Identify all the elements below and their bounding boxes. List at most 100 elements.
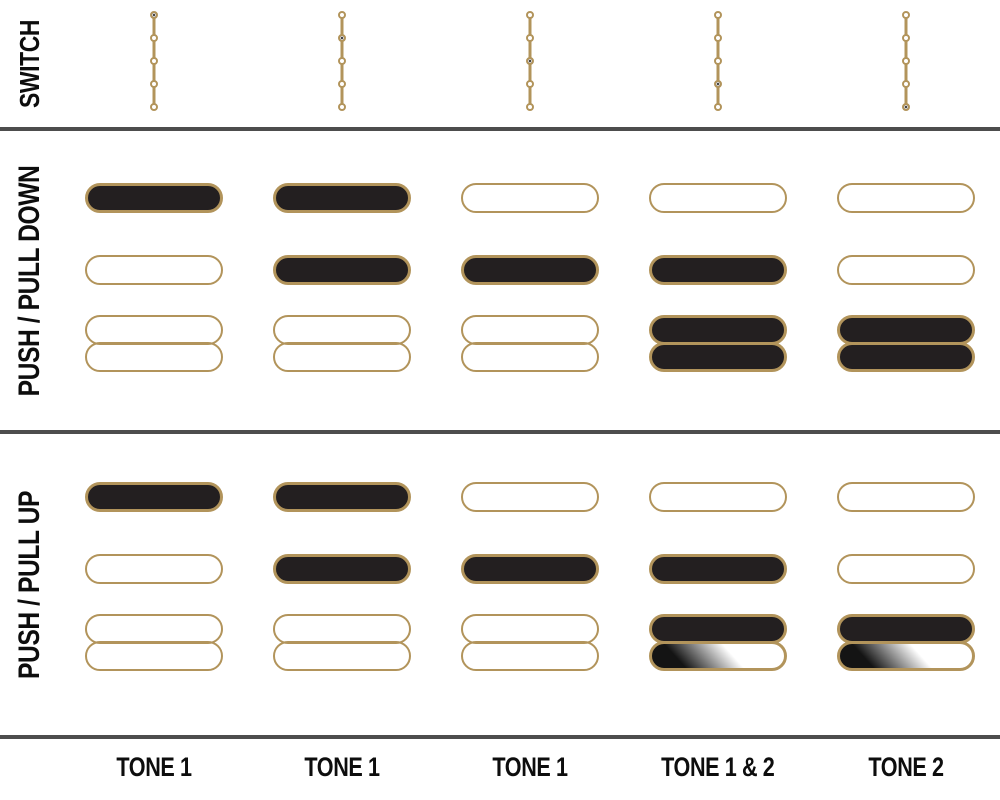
middle-pickup-pill (837, 255, 975, 285)
middle-pickup-pill (461, 255, 599, 285)
switch-node-active (526, 57, 534, 65)
push-pull-up-label-cell: PUSH / PULL UP (0, 434, 60, 735)
switch-node (338, 11, 346, 19)
bridge-coil-2-pickup-pill (461, 342, 599, 372)
middle-pickup-pill (273, 255, 411, 285)
switch-node (902, 80, 910, 88)
switch-node (526, 80, 534, 88)
bridge-coil-1-pickup-pill (461, 315, 599, 345)
tone-label: TONE 1 (116, 752, 192, 782)
neck-pickup-pill (273, 482, 411, 512)
pickup-column (248, 131, 436, 430)
switch-node-active (338, 34, 346, 42)
switch-node (526, 103, 534, 111)
tone-label: TONE 1 & 2 (661, 752, 775, 782)
push-pull-up-section: PUSH / PULL UP (0, 434, 1000, 735)
switch-node-active (902, 103, 910, 111)
neck-pickup-pill (461, 482, 599, 512)
bridge-coil-1-pickup-pill (273, 315, 411, 345)
switch-node-active (150, 11, 158, 19)
switch-position-indicator (710, 9, 726, 113)
pickup-column (812, 434, 1000, 735)
tone-label: TONE 1 (492, 752, 568, 782)
bridge-coil-1-pickup-pill (85, 614, 223, 644)
bridge-coil-1-pickup-pill (273, 614, 411, 644)
bridge-humbucker (837, 315, 975, 372)
switch-node (902, 34, 910, 42)
pickup-column (248, 434, 436, 735)
middle-pickup-pill (649, 255, 787, 285)
tone-cell: TONE 1 & 2 (624, 739, 812, 800)
pickup-column (624, 131, 812, 430)
bridge-humbucker (837, 614, 975, 671)
switch-position-indicator (898, 9, 914, 113)
switch-node (714, 11, 722, 19)
neck-pickup-pill (649, 482, 787, 512)
bridge-coil-2-pickup-pill (837, 641, 975, 671)
pickup-column (60, 131, 248, 430)
middle-pickup-pill (85, 255, 223, 285)
middle-pickup-pill (273, 554, 411, 584)
switch-row-label: SWITCH (14, 19, 45, 108)
neck-pickup-pill (837, 482, 975, 512)
tone-cell: TONE 1 (248, 739, 436, 800)
switch-row-label-cell: SWITCH (0, 0, 60, 127)
bridge-coil-1-pickup-pill (837, 315, 975, 345)
bridge-humbucker (273, 614, 411, 671)
push-pull-up-label: PUSH / PULL UP (13, 490, 46, 679)
switch-node (714, 34, 722, 42)
switch-position-indicator (522, 9, 538, 113)
switch-node (150, 34, 158, 42)
switch-node (526, 34, 534, 42)
bridge-coil-2-pickup-pill (837, 342, 975, 372)
switch-cell (248, 0, 436, 127)
middle-pickup-pill (837, 554, 975, 584)
tone-label: TONE 1 (304, 752, 380, 782)
pickup-column (60, 434, 248, 735)
bridge-coil-2-pickup-pill (273, 641, 411, 671)
push-pull-down-section: PUSH / PULL DOWN (0, 131, 1000, 430)
switch-node (338, 103, 346, 111)
neck-pickup-pill (461, 183, 599, 213)
tone-cell: TONE 2 (812, 739, 1000, 800)
bridge-coil-2-pickup-pill (85, 641, 223, 671)
tone-cell: TONE 1 (436, 739, 624, 800)
bridge-coil-2-pickup-pill (649, 342, 787, 372)
bridge-coil-1-pickup-pill (85, 315, 223, 345)
switch-node (150, 103, 158, 111)
switch-cell (812, 0, 1000, 127)
pickup-column (436, 131, 624, 430)
middle-pickup-pill (85, 554, 223, 584)
bridge-humbucker (649, 315, 787, 372)
bridge-coil-1-pickup-pill (649, 614, 787, 644)
neck-pickup-pill (273, 183, 411, 213)
bridge-humbucker (273, 315, 411, 372)
bridge-humbucker (461, 614, 599, 671)
bridge-humbucker (85, 614, 223, 671)
switch-node (714, 103, 722, 111)
switch-position-indicator (146, 9, 162, 113)
section-divider (0, 735, 1000, 739)
bridge-coil-1-pickup-pill (649, 315, 787, 345)
switch-row: SWITCH (0, 0, 1000, 127)
bridge-humbucker (649, 614, 787, 671)
middle-pickup-pill (649, 554, 787, 584)
neck-pickup-pill (837, 183, 975, 213)
bridge-coil-2-pickup-pill (461, 641, 599, 671)
tone-cell: TONE 1 (60, 739, 248, 800)
switch-cell (624, 0, 812, 127)
tone-row-label-cell (0, 739, 60, 800)
pickup-column (812, 131, 1000, 430)
switch-node (150, 80, 158, 88)
switch-cell (60, 0, 248, 127)
switch-node (338, 57, 346, 65)
bridge-coil-1-pickup-pill (837, 614, 975, 644)
pickup-column (436, 434, 624, 735)
section-divider (0, 127, 1000, 131)
bridge-humbucker (85, 315, 223, 372)
switch-node (714, 57, 722, 65)
section-divider (0, 430, 1000, 434)
switch-node-active (714, 80, 722, 88)
bridge-coil-1-pickup-pill (461, 614, 599, 644)
